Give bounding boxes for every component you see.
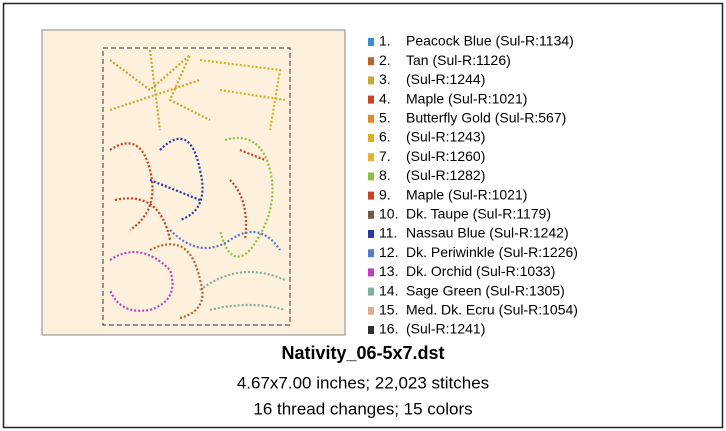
thread-number: 9. [379, 186, 391, 202]
thread-swatch [368, 306, 374, 315]
thread-name: Dk. Taupe (Sul-R:1179) [406, 206, 551, 222]
thread-swatch [368, 114, 374, 123]
thread-swatch [368, 95, 374, 104]
thread-swatch [368, 287, 374, 296]
thread-number: 14. [379, 282, 398, 298]
thread-number: 5. [379, 110, 391, 126]
thread-swatch [368, 57, 374, 66]
thread-number: 11. [379, 225, 397, 241]
thread-name: Dk. Periwinkle (Sul-R:1226) [406, 244, 578, 260]
thread-swatch [368, 268, 374, 277]
file-name: Nativity_06-5x7.dst [281, 343, 444, 363]
thread-number: 12. [379, 244, 398, 260]
thread-number: 3. [379, 71, 391, 87]
thread-name: (Sul-R:1260) [406, 148, 485, 164]
thread-number: 16. [379, 321, 398, 337]
thread-number: 8. [379, 167, 391, 183]
thread-name: (Sul-R:1244) [406, 71, 485, 87]
thread-name: (Sul-R:1241) [406, 321, 485, 337]
thread-swatch [368, 191, 374, 200]
thread-swatch [368, 249, 374, 258]
thread-swatch [368, 326, 374, 334]
thread-name: Dk. Orchid (Sul-R:1033) [406, 263, 555, 279]
thread-number: 13. [379, 263, 398, 279]
thread-swatch [368, 76, 374, 85]
thread-name: Maple (Sul-R:1021) [406, 186, 527, 202]
thread-name: Maple (Sul-R:1021) [406, 90, 527, 106]
thread-swatch [368, 134, 374, 142]
thread-name: (Sul-R:1282) [406, 167, 485, 183]
thread-number: 2. [379, 52, 391, 68]
thread-name: Tan (Sul-R:1126) [406, 52, 511, 68]
thread-name: (Sul-R:1243) [406, 129, 485, 145]
preview-frame [41, 29, 346, 336]
thread-swatch [368, 38, 374, 46]
thread-name: Med. Dk. Ecru (Sul-R:1054) [406, 302, 578, 318]
thread-number: 1. [379, 33, 391, 49]
embroidery-preview [108, 49, 286, 320]
thread-number: 15. [379, 302, 398, 318]
changes-line: 16 thread changes; 15 colors [253, 399, 472, 418]
thread-number: 7. [379, 148, 391, 164]
thread-number: 4. [379, 90, 391, 106]
thread-name: Nassau Blue (Sul-R:1242) [406, 225, 569, 241]
size-line: 4.67x7.00 inches; 22,023 stitches [237, 373, 489, 392]
thread-number: 6. [379, 129, 391, 145]
thread-swatch [368, 230, 374, 238]
thread-name: Butterfly Gold (Sul-R:567) [406, 110, 566, 126]
thread-swatch [368, 172, 374, 181]
thread-number: 10. [379, 206, 398, 222]
thread-name: Sage Green (Sul-R:1305) [406, 282, 565, 298]
thread-name: Peacock Blue (Sul-R:1134) [406, 33, 574, 49]
thread-swatch [368, 210, 374, 219]
thread-swatch [368, 153, 374, 162]
